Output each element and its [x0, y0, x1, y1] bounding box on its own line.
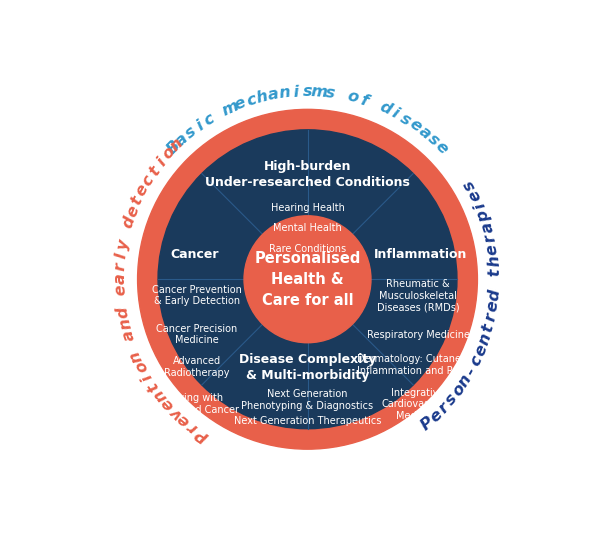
Text: s: s	[398, 111, 413, 128]
Text: High-burden
Under-researched Conditions: High-burden Under-researched Conditions	[205, 160, 410, 189]
Text: i: i	[193, 118, 206, 133]
Text: s: s	[424, 131, 442, 149]
Text: e: e	[485, 300, 501, 312]
Text: s: s	[303, 84, 312, 99]
Text: c: c	[139, 173, 157, 189]
Text: d: d	[487, 289, 502, 301]
Text: h: h	[486, 254, 502, 267]
Text: n: n	[151, 386, 170, 404]
Text: n: n	[456, 372, 475, 389]
Text: Dermatology: Cutaneous
Inflammation and Repair: Dermatology: Cutaneous Inflammation and …	[358, 354, 479, 376]
Text: t: t	[146, 164, 163, 179]
Text: Next Generation
Phenotyping & Diagnostics: Next Generation Phenotyping & Diagnostic…	[241, 389, 374, 411]
Text: a: a	[479, 220, 496, 234]
Text: r: r	[185, 419, 200, 436]
Text: Disease Complexity
& Multi-morbidity: Disease Complexity & Multi-morbidity	[239, 353, 376, 382]
Text: y: y	[115, 238, 131, 251]
Text: Inflammation: Inflammation	[373, 248, 467, 261]
Text: e: e	[406, 116, 424, 135]
Text: e: e	[484, 243, 501, 255]
Text: n: n	[117, 316, 134, 331]
Text: c: c	[244, 92, 258, 109]
Text: a: a	[112, 273, 128, 284]
Text: d: d	[120, 215, 138, 230]
Text: d: d	[377, 100, 394, 118]
Text: t: t	[480, 323, 497, 334]
Text: Cancer: Cancer	[170, 248, 219, 261]
Text: o: o	[160, 144, 178, 162]
Text: e: e	[432, 139, 451, 157]
Text: t: t	[487, 268, 503, 276]
Text: r: r	[436, 400, 452, 416]
Text: e: e	[175, 411, 193, 430]
Text: e: e	[158, 395, 177, 413]
Text: n: n	[167, 135, 186, 154]
Text: a: a	[415, 123, 433, 142]
Text: a: a	[119, 327, 137, 342]
Text: c: c	[467, 353, 485, 368]
Circle shape	[158, 130, 457, 429]
Text: e: e	[472, 342, 490, 358]
Text: Rare Conditions: Rare Conditions	[269, 243, 346, 254]
Text: m: m	[219, 98, 241, 119]
Text: m: m	[310, 84, 328, 100]
Text: a: a	[266, 86, 280, 103]
Text: e: e	[124, 204, 142, 219]
Text: i: i	[293, 85, 299, 100]
Text: l: l	[113, 252, 129, 259]
Text: r: r	[482, 232, 499, 243]
Text: n: n	[476, 332, 494, 347]
Text: i: i	[472, 200, 488, 211]
Text: Cancer Prevention
& Early Detection: Cancer Prevention & Early Detection	[152, 285, 242, 306]
Circle shape	[244, 216, 371, 343]
Text: Next Generation Therapeutics: Next Generation Therapeutics	[234, 415, 381, 425]
Text: Hearing Health: Hearing Health	[271, 202, 344, 212]
Text: n: n	[127, 348, 146, 364]
Text: -: -	[463, 364, 479, 378]
Text: e: e	[233, 95, 248, 113]
Text: Advanced
Radiotherapy: Advanced Radiotherapy	[164, 357, 230, 378]
Text: v: v	[167, 404, 184, 421]
Text: r: r	[483, 312, 499, 323]
Text: d: d	[115, 306, 131, 320]
Text: o: o	[449, 381, 468, 399]
Text: Rheumatic &
Musculoskeletal
Diseases (RMDs): Rheumatic & Musculoskeletal Diseases (RM…	[377, 279, 460, 312]
Text: h: h	[255, 88, 269, 106]
Text: Cancer Precision
Medicine: Cancer Precision Medicine	[157, 324, 238, 345]
Text: i: i	[389, 106, 401, 122]
Text: Personalised
Health &
Care for all: Personalised Health & Care for all	[254, 251, 361, 308]
Text: i: i	[139, 371, 155, 383]
Circle shape	[137, 109, 478, 449]
Text: s: s	[443, 391, 460, 408]
Text: B: B	[164, 138, 184, 158]
Text: P: P	[193, 425, 211, 444]
Text: Respiratory Medicine: Respiratory Medicine	[367, 330, 470, 340]
Text: e: e	[427, 406, 445, 425]
Text: t: t	[145, 379, 162, 394]
Text: o: o	[346, 88, 360, 106]
Text: s: s	[461, 177, 478, 192]
Text: e: e	[466, 186, 484, 203]
Text: e: e	[112, 284, 128, 296]
Text: r: r	[113, 263, 128, 272]
Text: e: e	[133, 182, 151, 199]
Text: f: f	[358, 92, 370, 108]
Text: Integrative
Cardiovascular
Medicine: Integrative Cardiovascular Medicine	[382, 388, 454, 421]
Text: P: P	[418, 414, 437, 433]
Text: c: c	[202, 111, 217, 128]
Text: o: o	[133, 358, 151, 375]
Text: s: s	[182, 124, 199, 142]
Text: Mental Health: Mental Health	[273, 223, 342, 233]
Text: i: i	[154, 155, 169, 169]
Text: Living with
& Beyond Cancer: Living with & Beyond Cancer	[154, 393, 239, 415]
Text: s: s	[325, 85, 336, 101]
Text: a: a	[173, 131, 191, 149]
Text: n: n	[278, 85, 291, 101]
Text: t: t	[129, 194, 146, 207]
Text: p: p	[475, 208, 493, 224]
